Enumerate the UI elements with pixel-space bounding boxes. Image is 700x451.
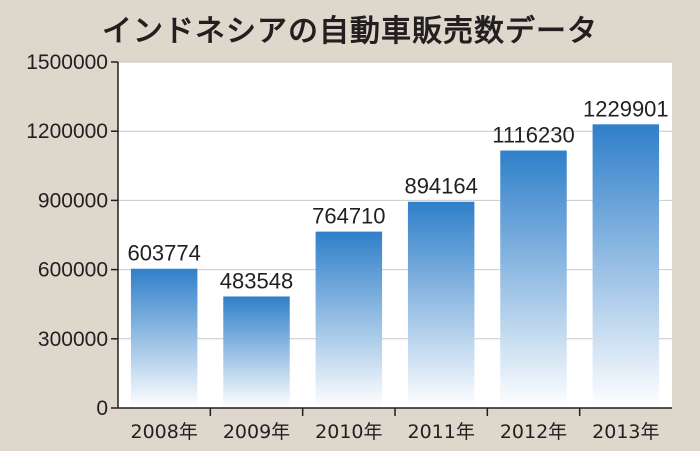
bar [130,268,198,408]
x-tick-label: 2008年 [130,421,197,443]
y-tick-label: 1200000 [26,120,108,143]
data-label: 1116230 [492,123,574,148]
bar [592,124,660,409]
data-label: 894164 [404,174,477,199]
axes [111,61,672,416]
x-tick-label: 2013年 [592,421,659,443]
gridlines [118,61,672,340]
data-label: 1229901 [583,96,669,121]
bar [500,150,567,408]
x-tick-label: 2009年 [223,421,290,443]
bar [223,296,290,408]
y-tick-label: 0 [96,397,108,420]
plot-area [118,62,672,408]
x-tick-label: 2012年 [500,421,567,443]
y-tick-label: 300000 [38,328,108,351]
data-label: 764710 [312,204,385,229]
bar [407,201,475,408]
data-label: 603774 [127,241,200,266]
x-tick-label: 2011年 [407,421,474,443]
data-label: 483548 [220,268,293,293]
labels: 0 300000 600000 900000 1200000 1500000 603774 2… [26,51,668,443]
x-tick-label: 2010年 [315,421,382,443]
y-tick-label: 900000 [38,189,108,212]
y-tick-label: 1500000 [26,51,108,74]
chart-title: インドネシアの自動車販売数データ [102,14,598,49]
y-tick-label: 600000 [38,259,108,282]
bar [315,231,383,408]
bars [130,124,660,409]
